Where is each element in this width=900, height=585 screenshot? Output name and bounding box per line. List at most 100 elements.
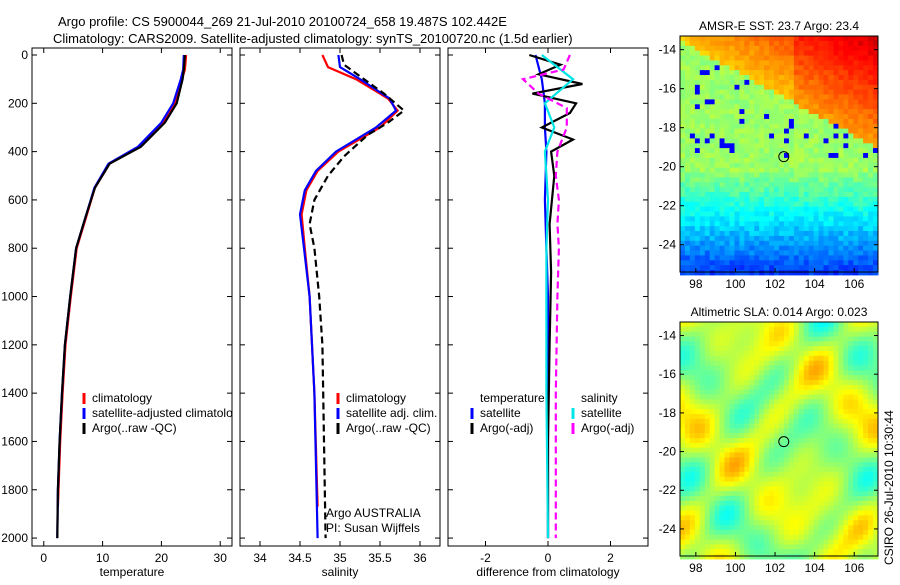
map-cell [828,351,834,357]
map-cell [858,486,864,492]
x-axis-label: salinity [322,565,359,579]
map-cell [739,148,745,154]
map-cell [788,99,795,105]
map-cell [828,404,834,410]
map-cell [754,496,760,502]
map-cell [818,360,824,366]
map-cell [843,70,849,76]
map-cell [724,187,730,193]
map-cell [873,471,879,478]
map-cell [749,133,755,139]
map-cell [739,462,745,468]
map-cell [784,128,790,134]
map-cell [813,322,820,328]
map-cell [749,201,755,208]
map-cell [784,331,790,337]
map-cell [759,84,765,91]
map-cell [689,500,696,507]
map-cell [680,148,686,154]
map-cell [779,235,785,242]
map-cell [803,442,810,449]
map-cell [863,539,869,545]
map-cell [739,341,745,347]
map-cell [813,226,820,232]
map-cell [694,172,701,178]
map-cell [749,442,755,449]
map-cell [853,162,859,169]
map-cell [863,365,869,371]
map-cell [694,157,701,164]
map-cell [694,192,701,198]
map-cell [744,114,750,120]
map-cell [680,375,686,381]
map-cell [719,260,725,266]
map-cell [798,235,805,242]
map-cell [739,260,745,266]
map-cell [853,84,859,91]
map-cell [744,346,750,352]
map-cell [788,123,795,130]
map-cell [699,471,706,478]
map-cell [680,162,686,169]
map-cell [759,433,765,439]
map-cell [823,192,829,198]
map-cell [714,496,721,502]
map-cell [818,394,824,400]
map-cell [689,221,696,227]
map-cell [788,128,795,134]
map-cell [769,65,775,71]
map-cell [798,148,805,154]
map-cell [868,496,874,502]
map-cell [833,206,839,213]
map-cell [724,505,730,511]
map-cell [823,265,829,271]
map-cell [724,245,730,252]
map-cell [843,118,849,125]
map-cell [843,167,849,174]
map-cell [808,365,815,371]
map-cell [709,341,716,347]
map-cell [833,457,839,463]
map-cell [843,326,849,333]
map-cell [803,231,810,237]
map-cell [769,260,775,266]
map-cell [853,167,859,174]
map-cell [838,201,844,208]
map-cell [843,491,849,497]
map-cell [843,544,849,550]
map-cell [813,346,820,352]
map-cell [724,462,730,468]
map-cell [719,481,725,487]
map-cell [754,515,760,521]
map-cell [704,491,711,497]
map-cell [709,94,716,100]
map-cell [868,500,874,507]
map-cell [784,500,790,507]
map-cell [818,84,824,91]
map-cell [714,481,721,487]
map-cell [853,250,859,256]
map-cell [788,370,795,376]
map-cell [694,438,701,444]
map-cell [858,554,864,560]
map-cell [749,109,755,115]
map-cell [764,447,770,453]
map-cell [689,370,696,376]
map-cell [694,65,701,71]
map-cell [714,370,721,376]
map-cell [734,187,740,193]
map-cell [680,172,686,178]
map-cell [813,409,820,415]
map-cell [823,162,829,169]
map-cell [808,370,815,376]
map-cell [848,413,854,420]
map-cell [848,322,854,328]
map-cell [793,471,800,478]
map-cell [680,79,686,86]
map-cell [784,255,790,261]
map-cell [769,525,775,531]
map-cell [724,255,730,261]
map-cell [764,84,770,91]
map-cell [848,187,854,193]
map-cell [739,534,745,540]
